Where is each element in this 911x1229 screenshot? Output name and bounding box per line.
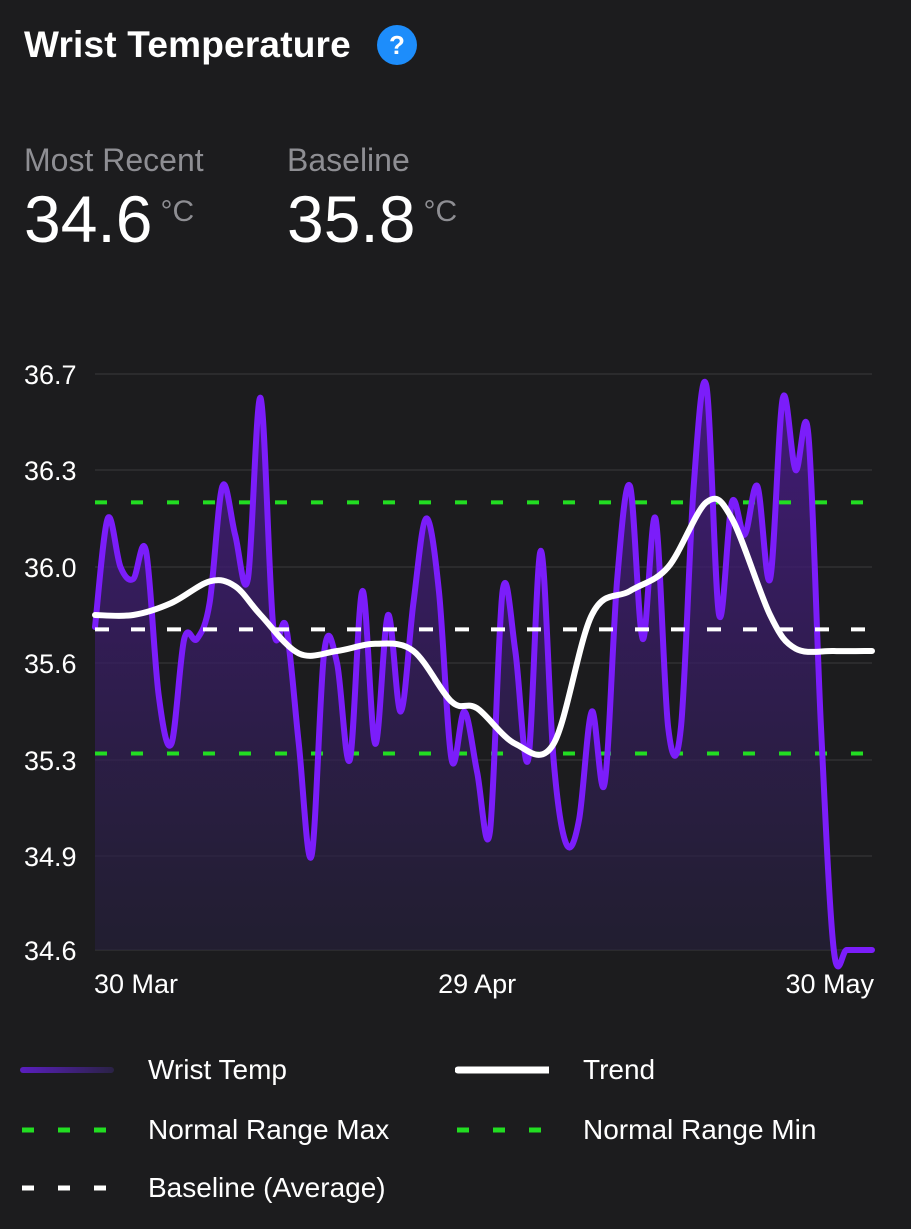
chart-header: Wrist Temperature ? [24,24,417,66]
legend-label-wrist-temp: Wrist Temp [148,1054,287,1085]
y-tick-label: 36.3 [24,456,77,486]
most-recent-stat: Most Recent 34.6 °C [24,142,204,255]
legend-item-trend: Trend [455,1054,655,1086]
series-lines [92,378,875,970]
page-title: Wrist Temperature [24,24,351,65]
baseline-unit: °C [423,195,458,228]
most-recent-value: 34.6 [24,182,153,256]
legend-swatch-wrist-temp [20,1067,114,1073]
legend-item-normal-range-min: Normal Range Min [455,1114,816,1146]
y-tick-label: 35.3 [24,746,77,776]
y-tick-label: 34.6 [24,936,77,966]
legend-label-baseline-average: Baseline (Average) [148,1172,386,1203]
wrist-temp-area-fill [95,381,872,967]
x-tick-label: 30 May [785,969,874,999]
legend-swatch-trend [455,1066,549,1074]
y-axis-ticks: 36.7 36.3 36.0 35.6 35.3 34.9 34.6 [24,360,77,966]
x-tick-label: 30 Mar [94,969,178,999]
legend-label-normal-range-max: Normal Range Max [148,1114,390,1145]
baseline-value: 35.8 [287,182,416,256]
trend-line [92,495,875,758]
wrist-temperature-chart: 36.7 36.3 36.0 35.6 35.3 34.9 34.6 30 Mar 29 Ap… [24,360,875,999]
question-circle-icon[interactable]: ? [376,25,417,65]
most-recent-label: Most Recent [24,142,204,178]
legend-item-normal-range-max: Normal Range Max [20,1114,389,1146]
y-tick-label: 35.6 [24,649,77,679]
legend-item-wrist-temp: Wrist Temp [20,1054,287,1086]
x-axis-ticks: 30 Mar 29 Apr 30 May [94,969,874,999]
y-tick-label: 34.9 [24,842,77,872]
baseline-label: Baseline [287,142,410,178]
y-tick-label: 36.0 [24,553,77,583]
y-tick-label: 36.7 [24,360,77,390]
wrist-temp-line [92,378,875,970]
legend-label-normal-range-min: Normal Range Min [583,1114,817,1145]
baseline-stat: Baseline 35.8 °C [287,142,457,255]
legend-swatch-baseline-average [22,1185,114,1191]
legend-label-trend: Trend [583,1054,656,1085]
wrist-temp-area [95,381,872,967]
most-recent-unit: °C [160,195,195,228]
x-tick-label: 29 Apr [438,969,516,999]
legend-item-baseline-average: Baseline (Average) [20,1172,386,1204]
legend-swatch-normal-range-max [22,1127,114,1133]
legend-swatch-normal-range-min [457,1127,549,1133]
